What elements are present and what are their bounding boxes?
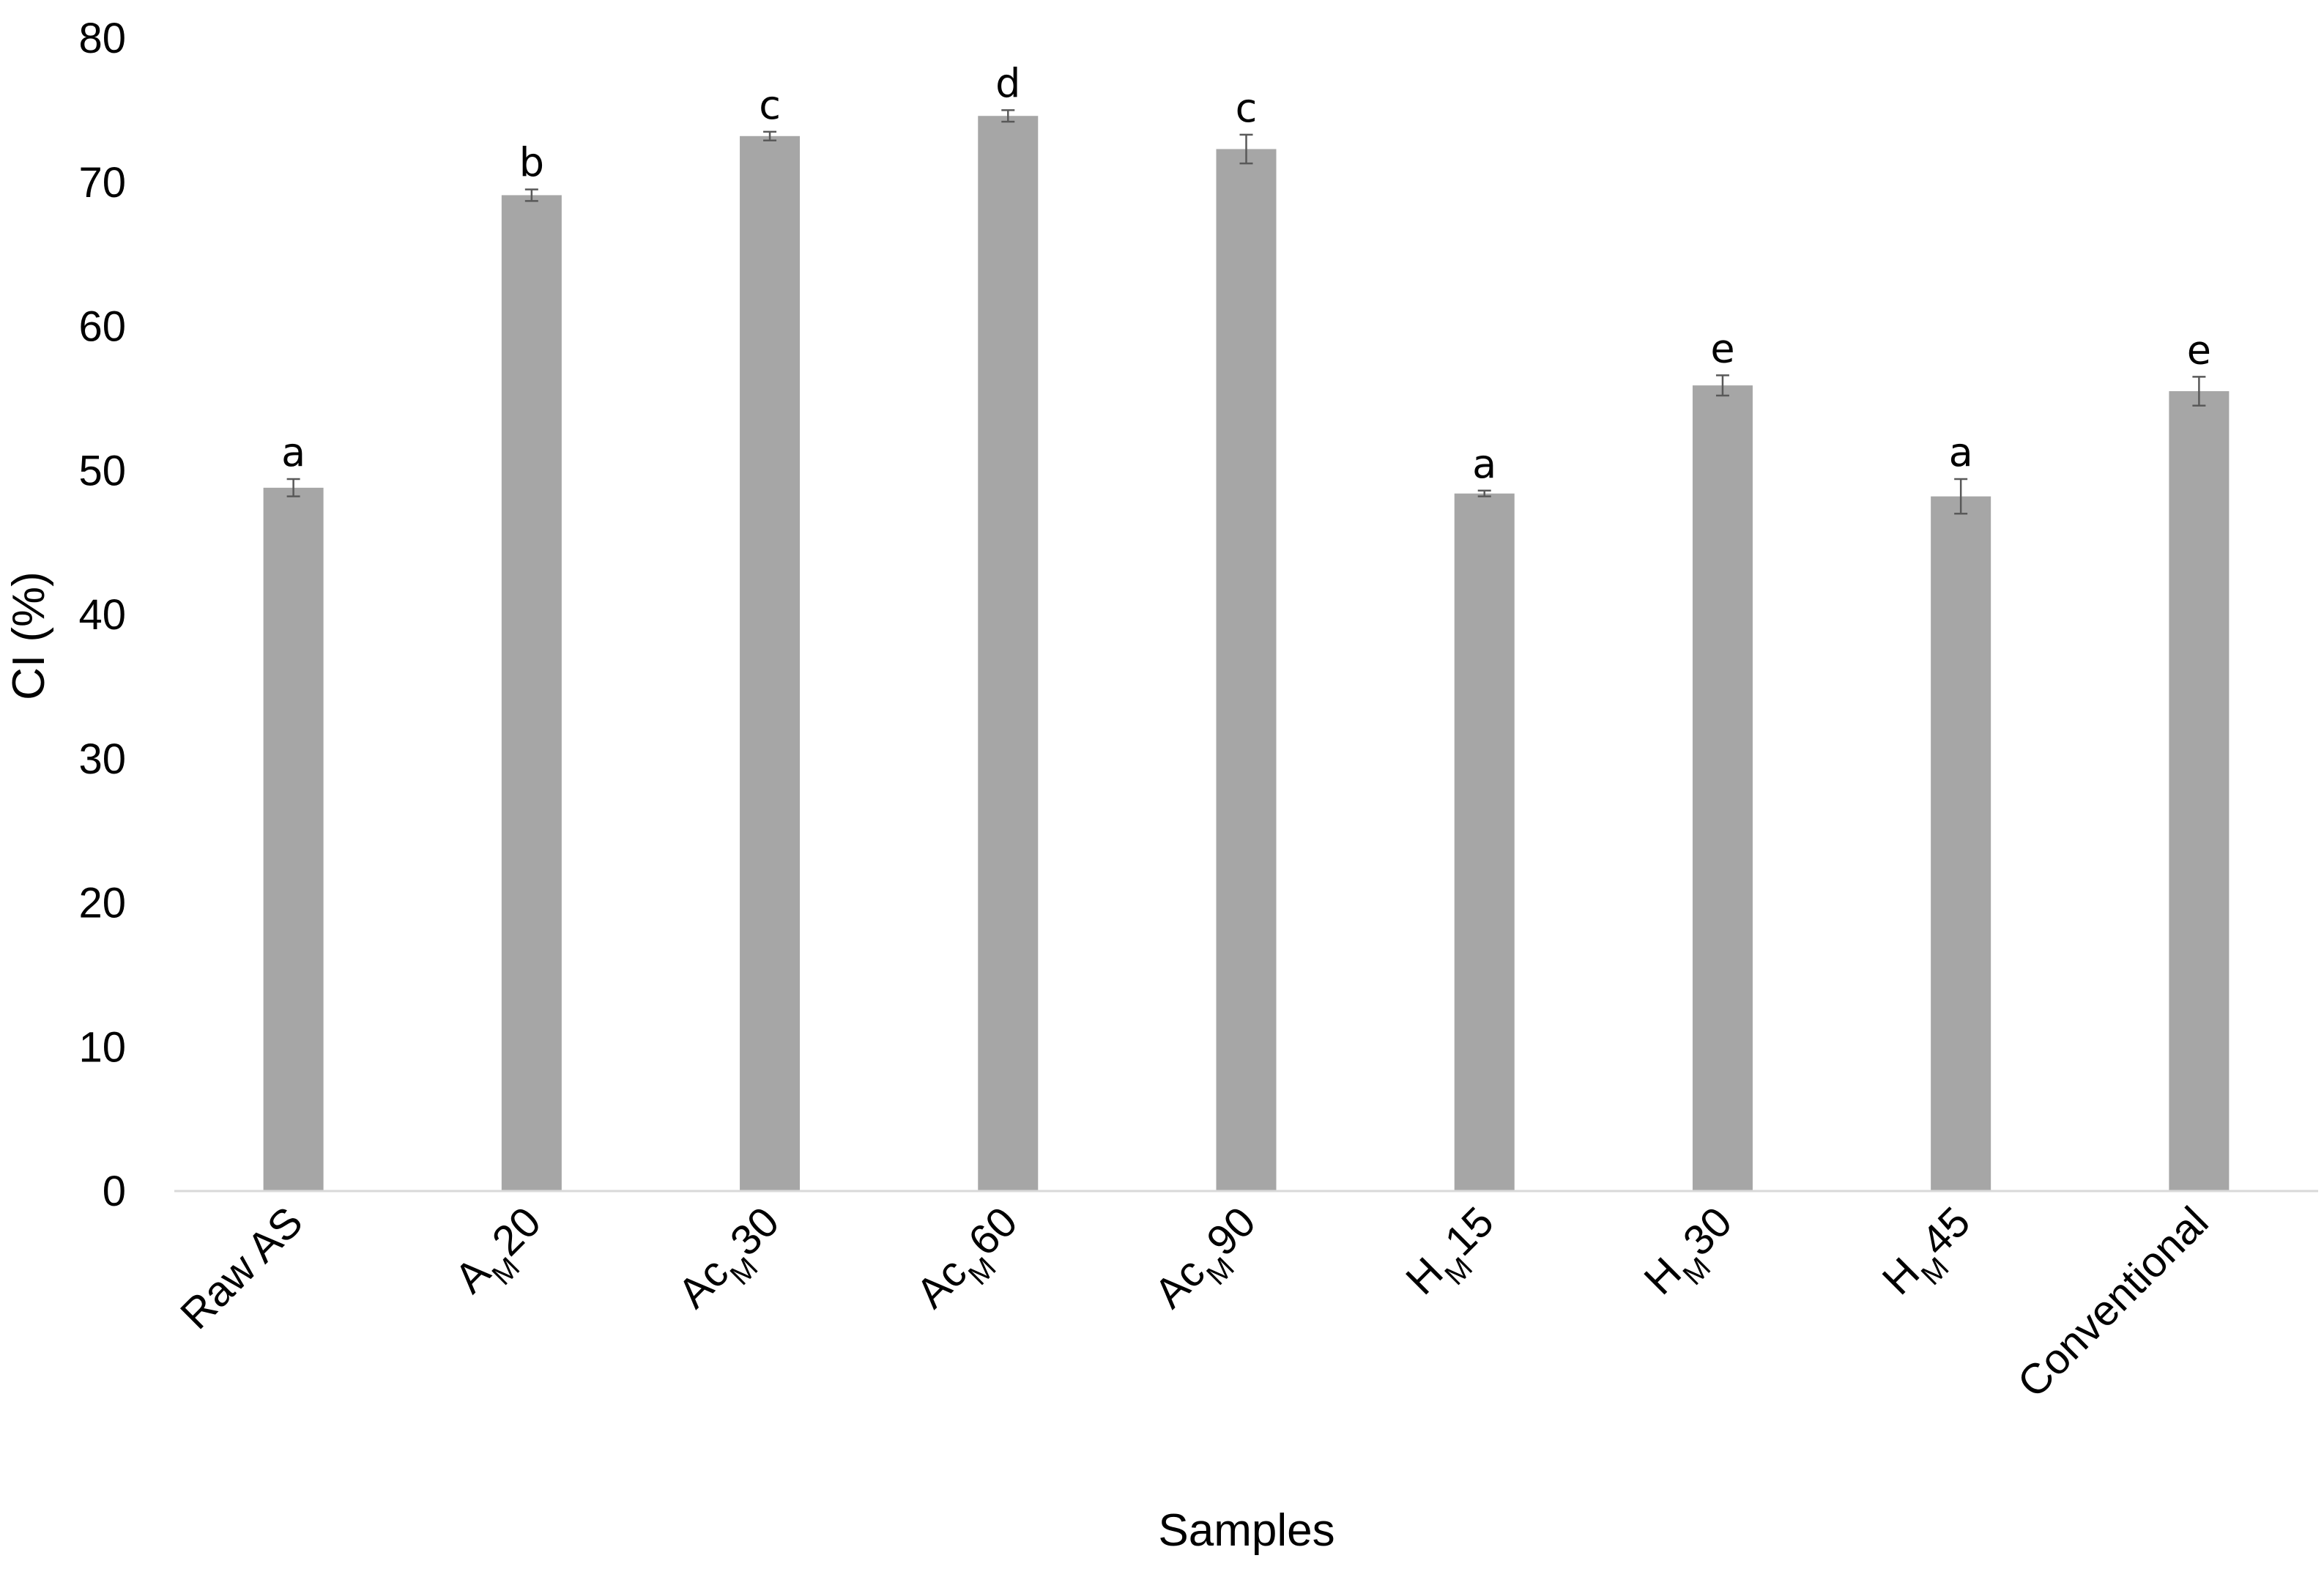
y-tick-label: 50	[78, 447, 126, 494]
x-tick-label: AM20	[446, 1198, 560, 1311]
error-bar	[1239, 133, 1253, 165]
significance-letter: e	[1710, 325, 1734, 371]
bar	[263, 487, 324, 1191]
significance-letter: b	[519, 140, 544, 186]
error-bar	[763, 130, 777, 141]
y-axis-title: CI (%)	[4, 571, 54, 700]
significance-letter: c	[759, 82, 781, 128]
significance-letter: d	[995, 60, 1020, 106]
x-tick-label: AcM90	[1146, 1198, 1274, 1327]
x-tick-label: AcM60	[907, 1198, 1036, 1327]
bar	[501, 195, 562, 1191]
bar	[740, 136, 801, 1191]
significance-letter: a	[1472, 441, 1496, 487]
x-tick-label: Conventional	[2008, 1198, 2217, 1406]
bar	[1216, 149, 1277, 1191]
y-tick-label: 10	[78, 1023, 126, 1071]
error-bar	[524, 188, 538, 202]
error-bar	[1715, 374, 1729, 397]
y-tick-label: 0	[103, 1168, 126, 1215]
y-tick-label: 80	[78, 15, 126, 62]
error-bar	[1954, 478, 1968, 515]
significance-letter: e	[2187, 327, 2211, 373]
bar	[2169, 391, 2230, 1191]
x-tick-label: AcM30	[669, 1198, 798, 1327]
bar	[1931, 496, 1991, 1191]
significance-letter: a	[281, 429, 305, 475]
bar	[978, 116, 1039, 1191]
error-bar	[1001, 109, 1015, 123]
x-axis-title: Samples	[1158, 1505, 1334, 1556]
x-tick-label: HM45	[1874, 1198, 1989, 1313]
error-bar	[286, 478, 300, 497]
bar	[1692, 385, 1753, 1191]
x-tick-label: HM30	[1635, 1198, 1750, 1313]
y-tick-label: 30	[78, 735, 126, 783]
y-tick-label: 20	[78, 880, 126, 927]
x-tick-label: Raw AS	[171, 1198, 312, 1338]
bar	[1454, 493, 1515, 1191]
y-tick-label: 60	[78, 303, 126, 351]
x-tick-label: HM15	[1397, 1198, 1512, 1313]
y-tick-label: 70	[78, 159, 126, 207]
error-bar	[2192, 376, 2206, 407]
significance-letter: a	[1949, 429, 1973, 475]
x-axis-tick-labels: Raw AS AM20 AcM30 AcM60 AcM90 HM15 HM30 HM45 Con…	[171, 1198, 2218, 1406]
y-axis-tick-labels: 0 10 20 30 40 50 60 70 80	[78, 15, 126, 1215]
plot-area: a b c d c a e a e	[263, 60, 2230, 1191]
error-bar	[1477, 489, 1491, 497]
y-tick-label: 40	[78, 591, 126, 639]
significance-letter: c	[1236, 85, 1258, 131]
